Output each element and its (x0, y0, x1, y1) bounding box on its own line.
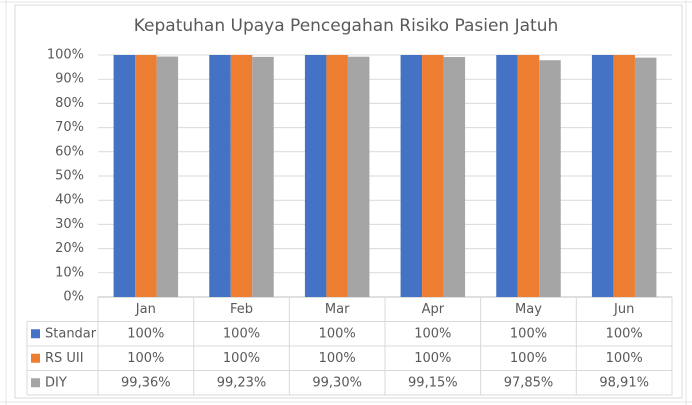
bar (326, 55, 348, 297)
y-tick-label: 100% (47, 48, 84, 63)
y-tick-label: 80% (55, 96, 84, 111)
bar (230, 55, 253, 297)
table-value: 99,30% (312, 375, 362, 390)
legend-label: Standar (45, 326, 97, 341)
table-value: 100% (319, 326, 356, 341)
bar (113, 55, 136, 297)
x-tick-label: Jun (613, 302, 634, 317)
table-value: 100% (510, 326, 547, 341)
y-tick-label: 20% (55, 241, 84, 256)
y-tick-label: 10% (55, 265, 84, 280)
table-value: 100% (606, 326, 643, 341)
y-tick-label: 30% (55, 217, 84, 232)
y-tick-label: 70% (55, 120, 84, 135)
y-tick-label: 60% (55, 144, 84, 159)
table-value: 99,15% (408, 375, 458, 390)
bar (347, 56, 370, 297)
bar (135, 55, 157, 297)
bar (400, 55, 423, 297)
table-value: 100% (414, 326, 451, 341)
bar (496, 55, 518, 297)
bar (209, 55, 231, 297)
legend-key (31, 329, 40, 339)
table-value: 100% (223, 351, 260, 366)
chart-title: Kepatuhan Upaya Pencegahan Risiko Pasien… (134, 16, 559, 36)
y-tick-label: 90% (55, 72, 84, 87)
x-tick-label: May (515, 302, 542, 317)
table-value: 98,91% (599, 375, 649, 390)
legend-key (31, 378, 40, 388)
bar (422, 55, 444, 297)
table-value: 100% (606, 351, 643, 366)
table-value: 100% (319, 351, 356, 366)
y-tick-label: 50% (55, 169, 84, 184)
table-value: 100% (414, 351, 451, 366)
bar (517, 55, 540, 297)
legend-label: DIY (45, 375, 67, 390)
table-value: 97,85% (504, 375, 554, 390)
bar (443, 57, 466, 297)
legend-label: RS UII (45, 351, 84, 366)
bar (252, 56, 274, 297)
x-tick-label: Jan (135, 302, 156, 317)
bar (634, 57, 657, 297)
x-tick-label: Feb (230, 302, 253, 317)
bar (539, 60, 561, 297)
table-value: 100% (127, 326, 164, 341)
table-value: 100% (127, 351, 164, 366)
bar (591, 55, 614, 297)
bar (156, 56, 179, 298)
legend-key (31, 353, 40, 363)
table-value: 99,36% (121, 375, 171, 390)
table-value: 100% (510, 351, 547, 366)
table-value: 99,23% (217, 375, 267, 390)
x-tick-label: Mar (325, 302, 350, 317)
y-tick-label: 40% (55, 193, 84, 208)
bar (613, 55, 635, 297)
x-tick-label: Apr (422, 302, 445, 317)
bar (304, 55, 327, 297)
y-tick-label: 0% (63, 290, 84, 305)
table-value: 100% (223, 326, 260, 341)
